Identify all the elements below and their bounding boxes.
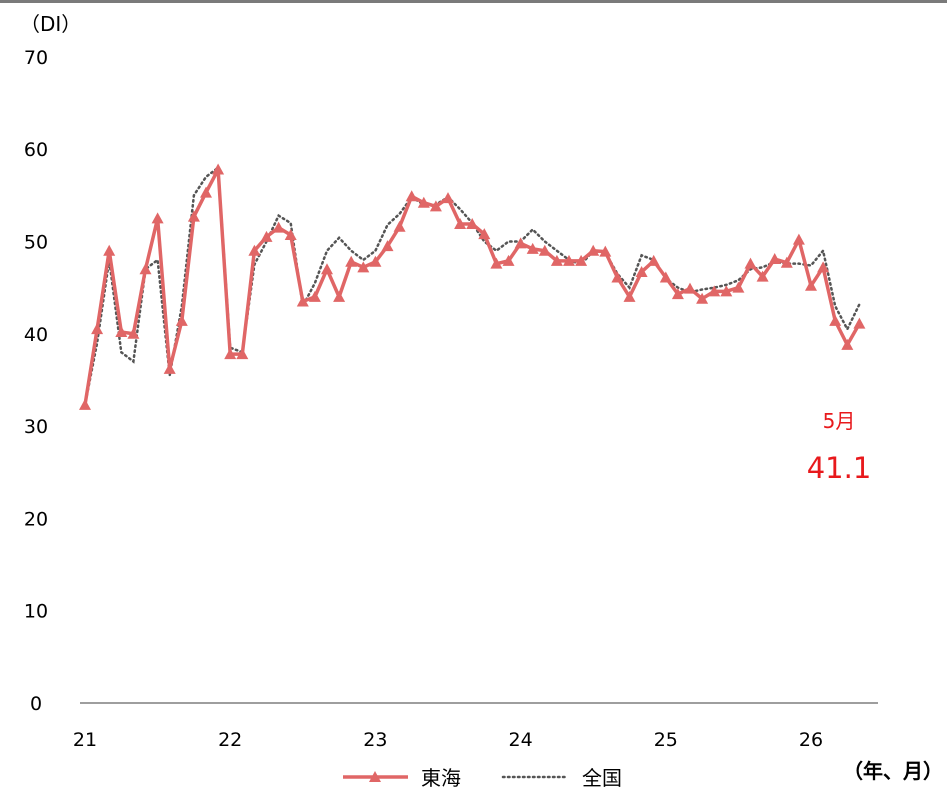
data-point: [623, 290, 636, 302]
data-point: [91, 323, 104, 335]
y-unit-label: （DI）: [20, 12, 81, 36]
data-point: [369, 255, 382, 267]
data-point: [272, 221, 285, 233]
data-point: [514, 237, 527, 249]
data-point: [696, 292, 709, 304]
data-point: [684, 282, 696, 294]
data-point: [720, 285, 733, 297]
x-tick-label: 25: [654, 729, 678, 751]
y-tick-label: 70: [24, 47, 48, 69]
data-point: [405, 190, 418, 202]
y-tick-label: 60: [24, 139, 48, 161]
data-point: [805, 279, 817, 291]
data-point: [563, 254, 575, 266]
data-point: [163, 362, 176, 374]
data-point: [756, 270, 769, 282]
data-point: [671, 288, 684, 300]
x-tick-label: 24: [509, 729, 533, 751]
data-point: [635, 265, 648, 277]
data-point: [841, 338, 854, 350]
data-point: [200, 186, 212, 198]
x-tick-label: 21: [73, 729, 97, 751]
data-point: [478, 228, 491, 240]
legend-triangle-icon: [369, 771, 381, 782]
legend: 東海 全国: [343, 766, 622, 790]
data-point: [502, 254, 515, 266]
data-point: [526, 242, 539, 254]
legend-tokai-label: 東海: [421, 766, 461, 790]
data-point: [79, 398, 91, 410]
data-point: [732, 281, 745, 293]
y-tick-label: 50: [24, 232, 48, 254]
data-point: [659, 271, 672, 283]
series-tokai-line: [83, 167, 861, 406]
data-point: [466, 217, 479, 229]
data-point: [187, 210, 200, 222]
data-point: [587, 244, 600, 256]
data-point: [393, 220, 406, 232]
x-axis-ticks: 21 22 23 24 25 26: [73, 729, 823, 751]
y-axis-ticks: 0 10 20 30 40 50 60 70: [24, 47, 48, 715]
data-point: [115, 325, 128, 337]
data-point: [768, 253, 781, 265]
series-tokai: [79, 163, 866, 410]
data-point: [442, 192, 454, 204]
data-point: [296, 295, 309, 307]
top-border: [0, 0, 947, 3]
x-tick-label: 23: [363, 729, 387, 751]
data-point: [429, 200, 442, 212]
data-point: [321, 263, 333, 275]
data-point: [599, 245, 612, 257]
data-point: [103, 244, 116, 256]
data-point: [248, 244, 261, 256]
y-tick-label: 20: [24, 508, 48, 530]
data-point: [538, 244, 551, 256]
data-point: [417, 196, 430, 208]
data-point: [260, 230, 273, 242]
y-tick-label: 30: [24, 416, 48, 438]
data-point: [550, 254, 563, 266]
data-point: [780, 256, 793, 268]
x-tick-label: 22: [218, 729, 242, 751]
annotation-month: 5月: [823, 409, 856, 433]
data-point: [345, 255, 358, 267]
x-unit-label: （年、月）: [843, 759, 943, 783]
data-point: [284, 229, 297, 241]
data-point: [381, 240, 394, 252]
legend-national-label: 全国: [582, 766, 622, 790]
y-tick-label: 40: [24, 324, 48, 346]
data-point: [175, 314, 188, 326]
data-point: [853, 317, 866, 329]
data-point: [792, 233, 805, 245]
data-point: [308, 290, 321, 302]
data-point: [224, 348, 237, 360]
y-tick-label: 0: [30, 693, 42, 715]
data-point: [744, 257, 757, 269]
data-point: [490, 257, 503, 269]
data-point: [575, 254, 588, 266]
data-point: [647, 254, 660, 266]
data-point: [333, 290, 346, 302]
data-point: [139, 263, 152, 275]
data-point: [611, 271, 624, 283]
data-point: [212, 163, 225, 175]
data-point: [151, 212, 164, 224]
annotation-value: 41.1: [807, 451, 872, 485]
data-point: [829, 314, 842, 326]
x-tick-label: 26: [799, 729, 823, 751]
y-tick-label: 10: [24, 601, 48, 623]
data-point: [817, 261, 830, 273]
data-point: [236, 348, 249, 360]
data-point: [127, 327, 140, 339]
data-point: [454, 217, 467, 229]
data-point: [357, 261, 370, 273]
data-point: [708, 285, 721, 297]
